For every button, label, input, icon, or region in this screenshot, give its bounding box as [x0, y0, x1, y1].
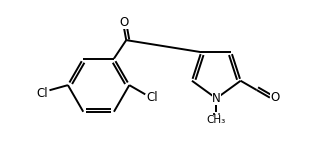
Text: CH₃: CH₃: [207, 115, 226, 125]
Text: Cl: Cl: [147, 91, 158, 104]
Text: O: O: [270, 91, 280, 104]
Text: O: O: [120, 16, 129, 29]
Text: Cl: Cl: [36, 87, 48, 100]
Text: N: N: [212, 112, 221, 125]
Text: N: N: [212, 92, 221, 105]
